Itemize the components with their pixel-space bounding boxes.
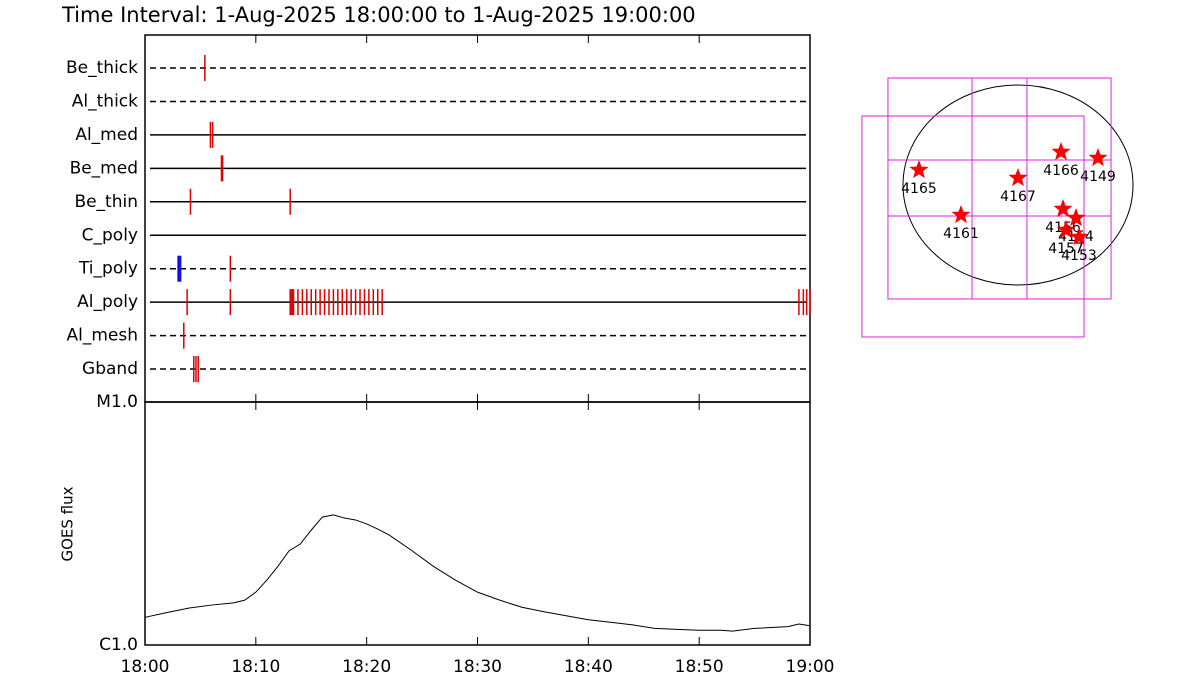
region-label: 4157 xyxy=(1048,241,1084,257)
row-label: Al_med xyxy=(75,125,138,145)
region-label: 4166 xyxy=(1043,163,1079,179)
x-tick-label: 18:40 xyxy=(564,657,613,677)
y-tick-label: C1.0 xyxy=(99,635,138,655)
region-label: 4165 xyxy=(901,181,937,197)
row-label: Be_thin xyxy=(74,192,138,212)
x-tick-label: 18:00 xyxy=(121,657,170,677)
x-tick-label: 19:00 xyxy=(786,657,835,677)
active-region xyxy=(1066,208,1086,227)
row-label: Al_poly xyxy=(77,292,138,312)
region-label: 4149 xyxy=(1080,169,1116,185)
row-label: Al_mesh xyxy=(66,326,138,346)
x-tick-label: 18:50 xyxy=(675,657,724,677)
active-region xyxy=(1008,168,1028,187)
field-of-view xyxy=(887,77,1112,300)
active-region xyxy=(951,205,971,224)
row-label: Be_med xyxy=(70,158,138,178)
active-region xyxy=(909,160,929,179)
goes-curve xyxy=(144,514,811,632)
region-label: 4167 xyxy=(1000,189,1036,205)
active-region xyxy=(1051,142,1071,161)
row-label: Gband xyxy=(82,359,138,379)
row-label: C_poly xyxy=(82,225,138,245)
chart-title: Time Interval: 1-Aug-2025 18:00:00 to 1-… xyxy=(61,3,696,27)
y-tick-label: M1.0 xyxy=(96,392,138,412)
active-region xyxy=(1053,199,1073,217)
y-axis-label: GOES flux xyxy=(59,486,77,561)
x-tick-label: 18:20 xyxy=(342,657,391,677)
field-of-view xyxy=(861,115,1085,338)
active-region xyxy=(1056,220,1076,239)
region-label: 4161 xyxy=(943,226,979,242)
active-region xyxy=(1069,227,1089,246)
x-tick-label: 18:10 xyxy=(231,657,280,677)
row-label: Ti_poly xyxy=(78,259,138,279)
row-label: Al_thick xyxy=(72,91,138,111)
region-label: 4153 xyxy=(1061,248,1097,264)
solar-limb xyxy=(902,84,1134,286)
active-region xyxy=(1088,148,1108,167)
x-tick-label: 18:30 xyxy=(453,657,502,677)
row-label: Be_thick xyxy=(66,58,138,78)
